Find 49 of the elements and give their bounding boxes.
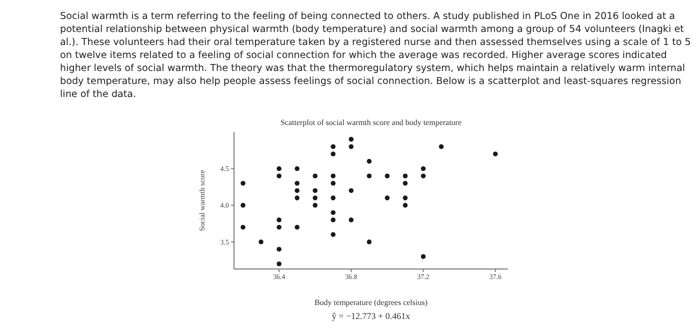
point <box>366 158 372 164</box>
point <box>402 174 408 178</box>
point <box>402 196 408 200</box>
point <box>312 188 318 193</box>
point <box>420 174 426 178</box>
point <box>330 196 336 200</box>
point <box>384 196 390 200</box>
point <box>276 174 282 178</box>
point <box>348 218 354 222</box>
point <box>348 188 354 193</box>
point <box>258 240 264 244</box>
point <box>366 240 372 244</box>
point <box>384 174 390 178</box>
point <box>240 180 246 186</box>
point <box>276 166 282 172</box>
point <box>330 218 336 222</box>
point <box>330 180 336 186</box>
x-axis-title: Body temperature (degrees celsius) <box>313 298 429 307</box>
point <box>330 152 336 156</box>
point <box>294 224 300 230</box>
point <box>312 174 318 178</box>
point <box>240 224 246 230</box>
point <box>330 232 336 237</box>
point <box>366 174 372 178</box>
point <box>330 210 336 215</box>
point <box>330 144 336 150</box>
point <box>294 196 300 200</box>
point <box>276 261 282 266</box>
point <box>402 202 408 208</box>
point <box>312 202 318 208</box>
point <box>276 218 282 222</box>
point <box>420 166 426 172</box>
point <box>294 180 300 186</box>
point <box>402 180 408 186</box>
text: Social warmth is a term referring to the feeling of being connected to others. A study published in PLoS One in 2016 looked at a potential relationship between physical warmth (body temperature) and social warmth among a group of 54 volunteers (Inagki et al.). These volunteers had their oral temperature taken by a registered nurse and then assessed themselves using a scale of 1 to 5 on twelve items related to a feeling of social connection for which the average was recorded. Higher average scores indicated higher levels of social warmth. The theory was that the thermoregulatory system, which helps maintain a relatively warm internal body temperature, may also help people assess feelings of social connection. Below is a scatterplot and least-squares regression line of the data. <box>60 10 692 101</box>
point <box>240 202 246 208</box>
point <box>276 246 282 252</box>
point <box>276 224 282 230</box>
point <box>294 166 300 172</box>
point <box>438 144 444 150</box>
point <box>294 188 300 193</box>
text: ŷ = −12.773 + 0.461x <box>330 311 412 321</box>
point <box>348 136 354 142</box>
point <box>492 152 498 156</box>
point <box>348 144 354 150</box>
point <box>420 254 426 259</box>
point <box>312 196 318 200</box>
point <box>330 174 336 178</box>
chart-title: Scatterplot of social warmth score and body temperature <box>279 118 463 127</box>
